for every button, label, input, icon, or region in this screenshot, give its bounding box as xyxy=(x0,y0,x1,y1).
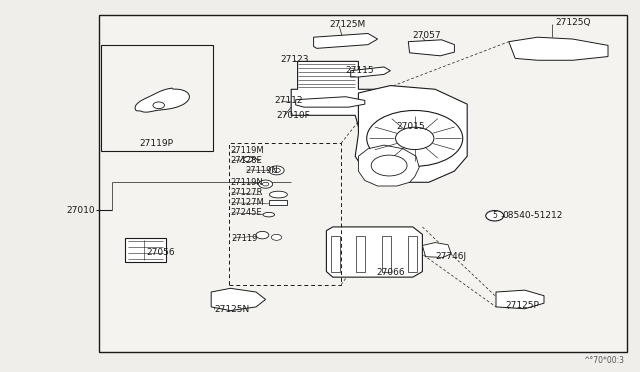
Text: 27119: 27119 xyxy=(232,234,258,243)
Ellipse shape xyxy=(269,191,287,198)
Polygon shape xyxy=(509,37,608,60)
Text: ^°70*00:3: ^°70*00:3 xyxy=(583,356,624,365)
Polygon shape xyxy=(496,290,544,309)
Polygon shape xyxy=(298,63,355,89)
Text: 27746J: 27746J xyxy=(435,252,467,261)
Polygon shape xyxy=(355,86,467,182)
Text: 27125Q: 27125Q xyxy=(556,18,591,27)
Circle shape xyxy=(262,182,269,186)
Bar xyxy=(229,143,341,285)
Polygon shape xyxy=(408,40,454,56)
Text: 27125M: 27125M xyxy=(330,20,366,29)
Text: 27057: 27057 xyxy=(413,31,442,40)
Bar xyxy=(101,45,213,151)
Polygon shape xyxy=(351,67,390,77)
Polygon shape xyxy=(422,243,451,257)
Text: 27119M: 27119M xyxy=(230,146,264,155)
Bar xyxy=(125,238,166,262)
Bar xyxy=(331,236,340,272)
Bar xyxy=(269,200,287,205)
Text: 27127R: 27127R xyxy=(230,188,263,197)
Text: 27115: 27115 xyxy=(346,66,374,75)
Text: 27128E: 27128E xyxy=(230,156,262,165)
Ellipse shape xyxy=(263,212,275,217)
Polygon shape xyxy=(326,227,422,277)
Text: 27119P: 27119P xyxy=(140,139,174,148)
Polygon shape xyxy=(358,145,419,186)
Text: 27125P: 27125P xyxy=(506,301,540,310)
Polygon shape xyxy=(291,61,397,126)
Polygon shape xyxy=(296,97,365,107)
Circle shape xyxy=(367,110,463,166)
Text: 27056: 27056 xyxy=(146,248,175,257)
Polygon shape xyxy=(314,33,378,48)
Circle shape xyxy=(371,155,407,176)
Text: 08540-51212: 08540-51212 xyxy=(502,211,563,220)
Bar xyxy=(99,15,627,352)
Text: 27123: 27123 xyxy=(280,55,309,64)
Text: 27010F: 27010F xyxy=(276,111,310,120)
Circle shape xyxy=(244,157,253,162)
Circle shape xyxy=(256,231,269,239)
Text: 5: 5 xyxy=(492,211,497,220)
Circle shape xyxy=(273,168,280,173)
Text: 27245E: 27245E xyxy=(230,208,262,217)
Bar xyxy=(408,236,417,272)
Text: 27066: 27066 xyxy=(376,268,405,277)
Circle shape xyxy=(396,127,434,150)
Text: 27015: 27015 xyxy=(397,122,426,131)
Text: 27119N: 27119N xyxy=(245,166,278,174)
Bar xyxy=(382,236,391,272)
Text: 27125N: 27125N xyxy=(214,305,250,314)
Text: 27119N: 27119N xyxy=(230,178,263,187)
Circle shape xyxy=(153,102,164,109)
Text: 27112: 27112 xyxy=(274,96,303,105)
Polygon shape xyxy=(211,288,266,311)
Circle shape xyxy=(269,166,284,175)
Polygon shape xyxy=(135,88,189,112)
Circle shape xyxy=(271,234,282,240)
Text: 27127M: 27127M xyxy=(230,198,264,207)
Bar xyxy=(356,236,365,272)
Text: 27010: 27010 xyxy=(66,206,95,215)
Circle shape xyxy=(486,211,504,221)
Circle shape xyxy=(259,180,273,188)
